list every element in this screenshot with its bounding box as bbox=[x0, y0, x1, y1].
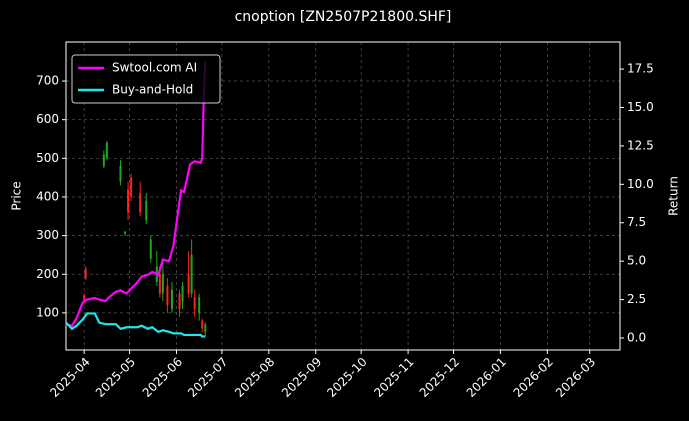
candle-body bbox=[130, 177, 133, 197]
y2-tick-label: 5.0 bbox=[627, 254, 646, 268]
candle-body bbox=[201, 320, 204, 329]
candle-body bbox=[190, 254, 193, 294]
y2-tick-label: 2.5 bbox=[627, 292, 646, 306]
y-axis-label: Price bbox=[10, 181, 24, 210]
y-tick-label: 100 bbox=[36, 305, 59, 319]
legend-box bbox=[71, 54, 221, 104]
candle-body bbox=[193, 297, 196, 310]
y2-tick-label: 12.5 bbox=[627, 138, 654, 152]
y-tick-label: 500 bbox=[36, 151, 59, 165]
candle-body bbox=[204, 324, 207, 333]
candle-body bbox=[170, 289, 173, 310]
legend: Swtool.com AI Buy-and-Hold bbox=[71, 54, 221, 104]
x-tick-label: 2026-02 bbox=[511, 355, 556, 400]
y-tick-label: 300 bbox=[36, 228, 59, 242]
x-tick-label: 2026-01 bbox=[464, 355, 509, 400]
x-tick-label: 2025-04 bbox=[47, 355, 92, 400]
plot-frame bbox=[65, 41, 621, 351]
candle-body bbox=[161, 274, 164, 294]
x-tick-label: 2025-05 bbox=[93, 355, 138, 400]
candle-body bbox=[181, 285, 184, 302]
y-tick-label: 200 bbox=[36, 267, 59, 281]
candle-body bbox=[158, 274, 161, 294]
y2-tick-label: 15.0 bbox=[627, 100, 654, 114]
candle-body bbox=[145, 200, 148, 221]
y-tick-label: 600 bbox=[36, 112, 59, 126]
y-tick-label: 700 bbox=[36, 74, 59, 88]
return-line bbox=[65, 312, 206, 338]
candle-body bbox=[149, 239, 152, 259]
y2-axis-label: Return bbox=[667, 176, 681, 216]
candle-body bbox=[105, 142, 108, 159]
candle-body bbox=[124, 231, 127, 234]
chart-title: cnoption [ZN2507P21800.SHF] bbox=[235, 9, 452, 25]
candle-body bbox=[84, 268, 87, 279]
x-tick-label: 2025-11 bbox=[371, 355, 416, 400]
candle-body bbox=[119, 166, 122, 182]
legend-label: Swtool.com AI bbox=[112, 61, 197, 75]
x-tick-label: 2025-07 bbox=[185, 355, 230, 400]
candle-body bbox=[83, 295, 86, 302]
y2-tick-label: 10.0 bbox=[627, 177, 654, 191]
y2-tick-label: 0.0 bbox=[627, 331, 646, 345]
x-tick-label: 2025-08 bbox=[232, 355, 277, 400]
candle-body bbox=[198, 297, 201, 313]
x-tick-label: 2026-03 bbox=[553, 355, 598, 400]
candle-body bbox=[127, 189, 130, 213]
x-tick-label: 2025-10 bbox=[324, 355, 369, 400]
candle-body bbox=[139, 193, 142, 213]
candle-body bbox=[166, 285, 169, 306]
return-line bbox=[65, 61, 207, 327]
legend-label: Buy-and-Hold bbox=[112, 83, 193, 97]
candle-body bbox=[187, 274, 190, 294]
candle-body bbox=[178, 293, 181, 310]
y-tick-label: 400 bbox=[36, 189, 59, 203]
x-tick-label: 2025-12 bbox=[417, 355, 462, 400]
y2-tick-label: 17.5 bbox=[627, 62, 654, 76]
x-tick-label: 2025-09 bbox=[279, 355, 324, 400]
x-tick-label: 2025-06 bbox=[140, 355, 185, 400]
candle-body bbox=[102, 154, 105, 167]
y2-tick-label: 7.5 bbox=[627, 215, 646, 229]
